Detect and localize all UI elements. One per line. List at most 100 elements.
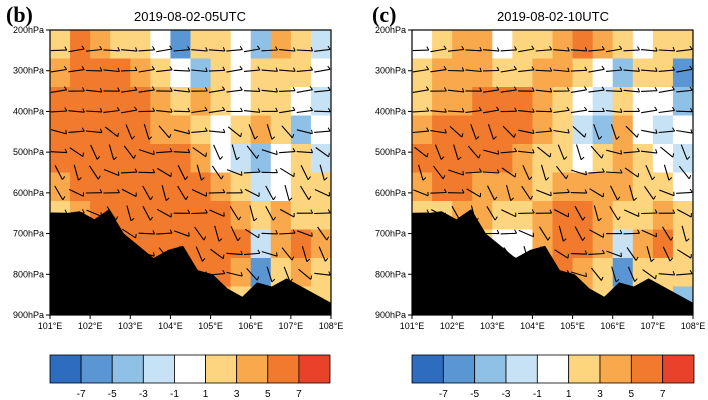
wind-barb (642, 269, 657, 280)
x-tick-label: 102°E (440, 321, 465, 331)
heatmap-cell (552, 229, 574, 259)
wind-barb (209, 209, 225, 217)
wind-barb (314, 127, 331, 133)
wind-barb (676, 65, 693, 73)
heatmap-cell (210, 87, 232, 117)
heatmap-cell (290, 229, 312, 259)
wind-barb (156, 87, 173, 92)
wind-barb (122, 228, 137, 239)
panel-b-y-axis: 200hPa 300hPa 400hPa 500hPa 600hPa 700hPa 800h… (13, 25, 50, 320)
wind-barb (191, 209, 208, 215)
colorbar-label: 3 (234, 389, 240, 400)
wind-barb (518, 87, 535, 92)
wind-barb (623, 67, 640, 72)
wind-barb (125, 124, 135, 140)
wind-barb (658, 127, 676, 134)
wind-barb (676, 86, 693, 93)
heatmap-cell (290, 87, 312, 117)
wind-barb (553, 188, 570, 194)
heatmap-cell (512, 144, 534, 174)
panel-b-wind-barbs (50, 45, 331, 283)
wind-barb (593, 124, 603, 140)
wind-barb (628, 184, 637, 201)
wind-barb (123, 145, 137, 159)
colorbar-swatch (630, 354, 664, 384)
colorbar-label: -1 (533, 389, 542, 400)
wind-barb (142, 205, 154, 221)
colorbar-swatch (442, 354, 476, 384)
wind-barb (676, 129, 693, 134)
wind-barb (553, 67, 570, 73)
heatmap-cell (90, 172, 111, 202)
heatmap-cell (472, 115, 493, 145)
heatmap-cell (432, 58, 453, 88)
heatmap-cell (512, 115, 534, 145)
panel-c-x-axis: 101°E 102°E 103°E 104°E 105°E 106°E 107°E 108°E (400, 315, 705, 331)
wind-barb (319, 164, 328, 181)
wind-barb (641, 229, 657, 238)
heatmap-cell (150, 30, 172, 60)
heatmap-cell (612, 58, 634, 88)
wind-barb (677, 249, 692, 259)
colorbar-label: 5 (265, 389, 271, 400)
wind-barb (279, 229, 296, 235)
heatmap-cell (552, 172, 574, 202)
y-tick-label: 800hPa (375, 269, 406, 279)
heatmap-cell (290, 115, 312, 145)
heatmap-cell (532, 172, 554, 202)
wind-barb (156, 66, 173, 73)
wind-barb (430, 108, 447, 113)
wind-barb (535, 46, 553, 52)
heatmap-cell (552, 30, 574, 60)
wind-barb (574, 205, 586, 221)
wind-barb (606, 149, 623, 155)
wind-barb (296, 209, 314, 214)
heatmap-cell (592, 58, 614, 88)
wind-barb (248, 124, 258, 140)
heatmap-cell (90, 144, 111, 174)
wind-barb (641, 87, 658, 92)
wind-barb (570, 250, 588, 255)
wind-barb (68, 66, 85, 73)
wind-barb (246, 268, 260, 281)
heatmap-cell (130, 58, 151, 88)
y-tick-label: 700hPa (375, 229, 406, 239)
heatmap-cell (190, 229, 212, 259)
colorbar-label: -3 (139, 389, 148, 400)
wind-barb (261, 46, 278, 52)
wind-barb (465, 67, 482, 73)
panel-b-frame (49, 29, 332, 316)
wind-barb (227, 126, 242, 138)
wind-barb (210, 248, 225, 260)
wind-barb (226, 86, 243, 93)
y-tick-label: 200hPa (375, 25, 406, 35)
heatmap-cell (612, 201, 634, 231)
heatmap-cell (532, 201, 554, 231)
wind-barb (553, 106, 570, 114)
wind-barb (173, 88, 191, 93)
heatmap-cell (552, 144, 574, 174)
heatmap-cell (652, 172, 674, 202)
wind-barb (243, 249, 261, 256)
heatmap-cell (632, 144, 654, 174)
wind-barb (158, 125, 172, 139)
wind-barb (570, 189, 588, 194)
wind-barb (85, 88, 103, 93)
heatmap-cell (632, 201, 654, 231)
heatmap-cell (70, 58, 91, 88)
wind-barb (265, 185, 277, 201)
wind-barb (243, 87, 261, 92)
heatmap-cell (150, 172, 172, 202)
wind-barb (208, 106, 226, 114)
wind-barb (226, 250, 243, 256)
wind-barb (126, 205, 135, 222)
wind-barb (418, 164, 427, 181)
wind-barb (536, 189, 552, 197)
wind-barb (570, 66, 588, 72)
heatmap-cell (572, 30, 594, 60)
wind-barb (558, 225, 567, 242)
wind-barb (173, 67, 191, 72)
colorbar-label: -7 (439, 389, 448, 400)
wind-barb (297, 230, 313, 237)
colorbar-label: -7 (77, 389, 86, 400)
